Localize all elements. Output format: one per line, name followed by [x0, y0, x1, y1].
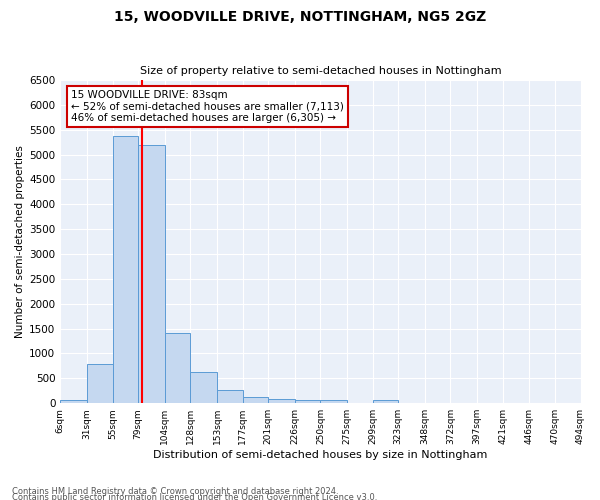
Bar — [60, 400, 87, 403]
Bar — [295, 400, 320, 403]
Y-axis label: Number of semi-detached properties: Number of semi-detached properties — [15, 145, 25, 338]
Bar — [138, 144, 165, 403]
Bar — [165, 333, 190, 403]
Title: Size of property relative to semi-detached houses in Nottingham: Size of property relative to semi-detach… — [140, 66, 501, 76]
Bar — [268, 399, 295, 403]
Bar — [87, 364, 113, 403]
Text: Contains public sector information licensed under the Open Government Licence v3: Contains public sector information licen… — [12, 492, 377, 500]
Bar — [373, 400, 398, 403]
Bar — [113, 136, 138, 403]
Bar — [217, 390, 242, 403]
Text: 15 WOODVILLE DRIVE: 83sqm
← 52% of semi-detached houses are smaller (7,113)
46% : 15 WOODVILLE DRIVE: 83sqm ← 52% of semi-… — [71, 90, 344, 123]
Text: Contains HM Land Registry data © Crown copyright and database right 2024.: Contains HM Land Registry data © Crown c… — [12, 486, 338, 496]
Bar — [242, 396, 268, 403]
X-axis label: Distribution of semi-detached houses by size in Nottingham: Distribution of semi-detached houses by … — [153, 450, 488, 460]
Bar — [320, 400, 347, 403]
Bar — [190, 372, 217, 403]
Text: 15, WOODVILLE DRIVE, NOTTINGHAM, NG5 2GZ: 15, WOODVILLE DRIVE, NOTTINGHAM, NG5 2GZ — [114, 10, 486, 24]
